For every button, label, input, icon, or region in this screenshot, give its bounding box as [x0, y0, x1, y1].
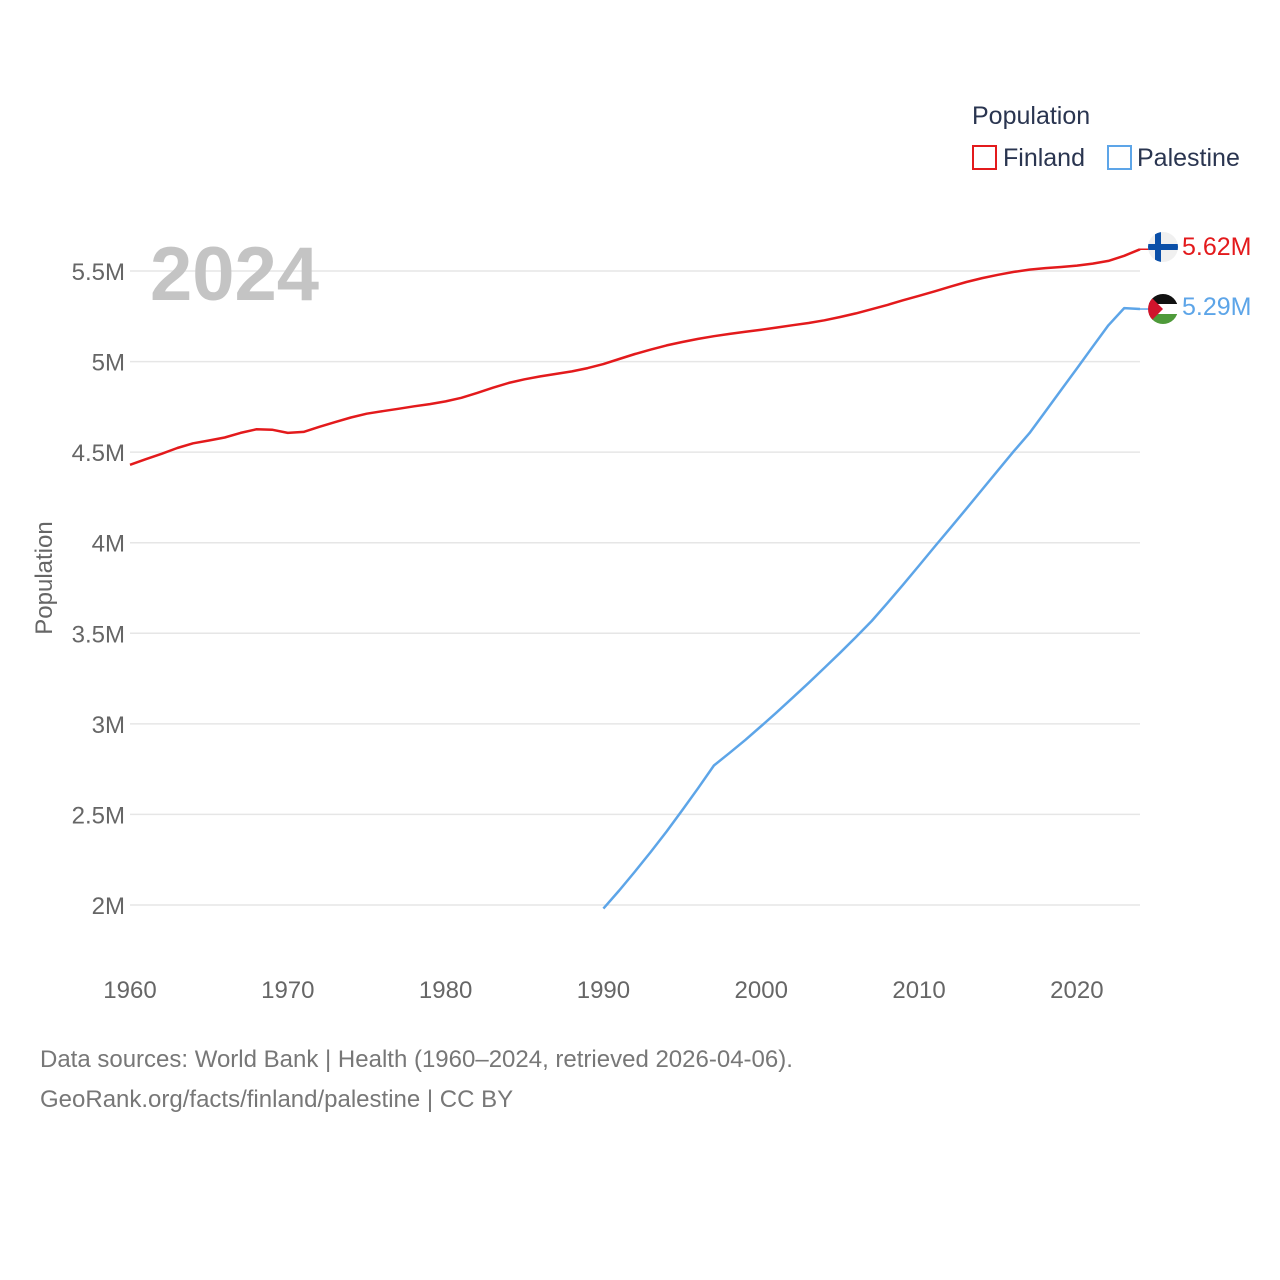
legend-item-finland[interactable]: Finland: [972, 144, 1085, 172]
x-tick-label: 1980: [419, 977, 472, 1004]
x-tick-label: 1970: [261, 977, 314, 1004]
legend-swatch-palestine: [1107, 145, 1132, 170]
end-label-palestine: 5.29M: [1182, 293, 1251, 321]
legend-item-palestine[interactable]: Palestine: [1107, 144, 1240, 172]
y-tick-label: 3.5M: [72, 621, 125, 648]
y-axis-ticks: 2M 2.5M 3M 3.5M 4M 4.5M 5M 5.5M: [72, 259, 125, 920]
x-tick-label: 2020: [1050, 977, 1103, 1004]
footer: Data sources: World Bank | Health (1960–…: [40, 1040, 793, 1120]
y-axis-label: Population: [31, 521, 58, 634]
series-line-finland[interactable]: [129, 248, 1141, 466]
palestine-flag-icon: [1148, 294, 1178, 324]
legend-label-palestine: Palestine: [1137, 144, 1240, 172]
x-tick-label: 1960: [103, 977, 156, 1004]
y-tick-label: 5.5M: [72, 259, 125, 286]
legend-swatch-finland: [972, 145, 997, 170]
x-tick-label: 1990: [577, 977, 630, 1004]
legend-label-finland: Finland: [1003, 144, 1085, 172]
footer-sources: Data sources: World Bank | Health (1960–…: [40, 1046, 793, 1073]
population-line-chart: 2M 2.5M 3M 3.5M 4M 4.5M 5M 5.5M 1960 1970 1980 199…: [31, 102, 1251, 1004]
year-watermark: 2024: [150, 232, 319, 317]
series-line-palestine[interactable]: [602, 306, 1141, 910]
x-tick-label: 2010: [892, 977, 945, 1004]
y-tick-label: 3M: [92, 712, 125, 739]
legend: Population Finland Palestine: [972, 102, 1240, 172]
series-lines: [129, 248, 1150, 910]
y-tick-label: 5M: [92, 350, 125, 377]
y-tick-label: 4M: [92, 531, 125, 558]
x-axis-ticks: 1960 1970 1980 1990 2000 2010 2020: [103, 977, 1103, 1004]
legend-title: Population: [972, 102, 1090, 130]
y-tick-label: 2.5M: [72, 802, 125, 829]
y-tick-label: 2M: [92, 893, 125, 920]
finland-flag-icon: [1148, 232, 1178, 262]
y-tick-label: 4.5M: [72, 440, 125, 467]
end-label-finland: 5.62M: [1182, 233, 1251, 261]
footer-link[interactable]: GeoRank.org/facts/finland/palestine | CC…: [40, 1086, 514, 1113]
gridlines: [130, 270, 1140, 906]
x-tick-label: 2000: [735, 977, 788, 1004]
